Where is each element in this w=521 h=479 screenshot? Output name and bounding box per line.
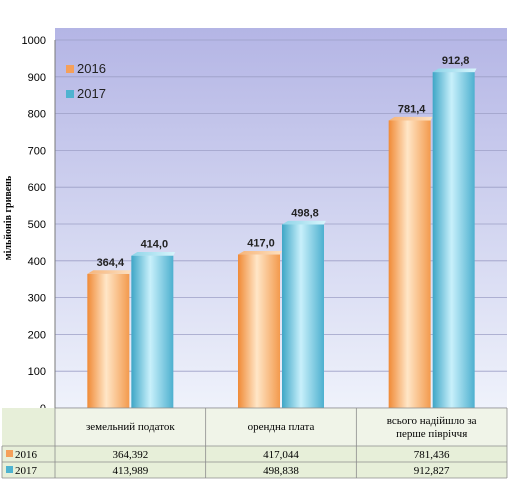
table-cell-2017-1: 498,838 — [263, 465, 299, 477]
y-tick-label: 900 — [28, 72, 46, 84]
table-cell-2017-0: 413,989 — [112, 465, 148, 477]
legend-swatch-2017 — [66, 90, 74, 98]
y-tick-label: 600 — [28, 182, 46, 194]
data-table: земельний податок орендна плата всього над… — [1, 407, 508, 479]
data-label-2016-0: 364,4 — [97, 257, 125, 269]
y-axis-title: мільйонів гривень — [3, 175, 14, 260]
category-label-2: всього надійшло за — [387, 415, 477, 427]
bar-2017-2 — [432, 72, 475, 408]
data-labels-layer: 364,4 414,0 417,0 498,8 781,4 912,8 — [97, 55, 470, 269]
bar-top-2017-2 — [432, 68, 477, 73]
table-key-2017 — [6, 466, 13, 473]
y-tick-label: 700 — [28, 145, 46, 157]
legend-label-2016: 2016 — [77, 61, 106, 76]
bar-2016-2 — [388, 120, 431, 409]
y-tick-label: 300 — [28, 293, 46, 305]
y-tick-label: 400 — [28, 256, 46, 268]
table-cell-2017-2: 912,827 — [414, 465, 450, 477]
table-series-name-2016: 2016 — [15, 449, 38, 461]
y-tick-label: 800 — [28, 109, 46, 121]
bar-top-2017-0 — [131, 252, 176, 256]
bar-top-2016-2 — [388, 116, 433, 121]
grid-layer — [55, 39, 507, 409]
bar-2016-0 — [87, 273, 130, 408]
bars-layer — [87, 68, 477, 409]
bar-top-2016-0 — [87, 270, 132, 274]
data-label-2017-2: 912,8 — [442, 55, 470, 67]
bar-2016-1 — [238, 254, 280, 408]
table-cell-2016-0: 364,392 — [112, 449, 148, 461]
data-label-2016-2: 781,4 — [398, 103, 426, 115]
bar-top-2016-1 — [238, 250, 282, 255]
legend: 2016 2017 — [66, 61, 106, 101]
table-cell-2016-1: 417,044 — [263, 449, 299, 461]
category-label-1: орендна плата — [248, 421, 315, 433]
table-key-2016 — [6, 450, 13, 457]
category-label-0: земельний податок — [86, 421, 175, 433]
y-tick-label: 100 — [28, 366, 46, 378]
y-tick-label: 200 — [28, 329, 46, 341]
bar-top-2017-1 — [282, 220, 326, 225]
y-tick-label: 500 — [28, 219, 46, 231]
y-tick-label: 1000 — [22, 35, 46, 47]
category-label-2: перше півріччя — [396, 428, 467, 440]
plot-background — [55, 28, 507, 408]
data-label-2017-0: 414,0 — [141, 239, 169, 251]
legend-label-2017: 2017 — [77, 86, 106, 101]
table-series-name-2017: 2017 — [15, 465, 38, 477]
bar-2017-1 — [282, 224, 324, 408]
table-header-background — [55, 408, 507, 446]
y-axis: 01002003004005006007008009001000 — [22, 35, 56, 478]
data-label-2016-1: 417,0 — [247, 238, 275, 250]
data-label-2017-1: 498,8 — [291, 207, 319, 219]
table-cell-2016-2: 781,436 — [414, 449, 450, 461]
bar-2017-0 — [131, 255, 174, 408]
legend-swatch-2016 — [66, 65, 74, 73]
